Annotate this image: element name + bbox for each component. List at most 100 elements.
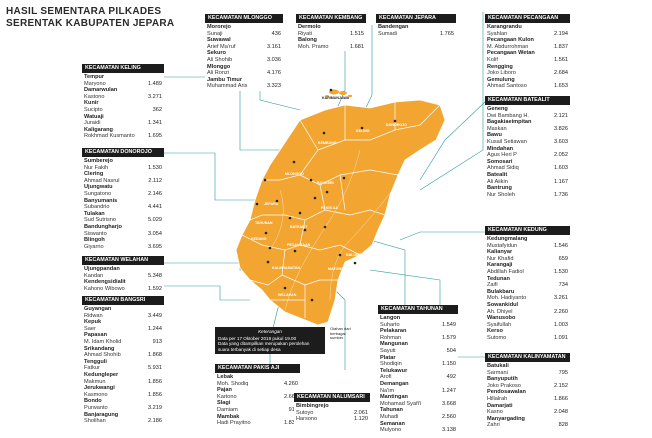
- village-name: Bimbingrejo: [296, 403, 329, 409]
- village-row: Mlonggo Ali Ronzi 4.176: [207, 64, 281, 77]
- vote-count: 734: [558, 282, 568, 289]
- village-info: Banyuputih Joko Prakoso: [487, 376, 521, 389]
- village-name: Banyuputih: [487, 376, 518, 383]
- village-info: Langon Suharto: [380, 315, 400, 328]
- box-rows: Geneng Dwi Bambang H. 2.121 Bagakiaeimpitan…: [485, 105, 570, 199]
- village-dots: [255, 88, 397, 302]
- box-pakisaji: KECAMATAN PAKIS AJI Lebak Moh. Shodiq 4.260…: [215, 364, 300, 428]
- candidate-name: M. Abdurrohman: [487, 43, 529, 50]
- village-info: Lebak Moh. Shodiq: [217, 374, 248, 387]
- label-donorojo: DONOROJO: [386, 123, 407, 127]
- candidate-name: Joko Liboro: [487, 70, 516, 77]
- vote-count: 1.603: [554, 165, 568, 172]
- village-name: Manyargading: [487, 415, 525, 422]
- village-info: Bandungharjo Siswanto: [84, 224, 122, 237]
- candidate-name: Sunaji: [207, 30, 223, 37]
- village-info: Banyumanis Subandrio: [84, 198, 117, 211]
- village-info: Jambu Timur Muhammad Aris: [207, 77, 247, 90]
- village-info: Sowankidul Ah. Dhiyel: [487, 302, 518, 315]
- village-row: Mororejo Sunaji 436: [207, 24, 281, 37]
- box-nalumsari: KECAMATAN NALUMSARI Bimbingrejo Sutoyo 2.06…: [294, 393, 370, 424]
- village-row: Kalianyar Nur Khafid 659: [487, 249, 568, 262]
- vote-count: 2.048: [554, 409, 568, 416]
- village-row: Bondo Purwanto 3.219: [84, 398, 162, 411]
- box-rows: Langon Suharto 1.549 Pelakaran Rohman 1.579 Ma…: [378, 314, 458, 435]
- candidate-name: Giyarno: [84, 243, 104, 250]
- candidate-name: Ahmad Nasrul: [84, 177, 120, 184]
- vote-count: 3.161: [267, 43, 281, 50]
- box-header: KECAMATAN KEDUNG: [485, 226, 570, 235]
- vote-count: 362: [152, 106, 162, 113]
- box-tahunan: KECAMATAN TAHUNAN Langon Suharto 1.549 Pelak…: [378, 305, 458, 435]
- candidate-name: Kusail Setiawan: [487, 138, 527, 145]
- label-pakisaji: PAKIS AJI: [321, 206, 338, 210]
- village-info: Kendengsidialit Kahono Wibowo: [84, 279, 126, 292]
- village-row: Bimbingrejo Sutoyo 2.061: [296, 403, 368, 416]
- village-name: Suwawal: [207, 37, 231, 44]
- village-info: Bagakiaeimpitan Maskan: [487, 119, 531, 132]
- candidate-name: Ah. Dhiyel: [487, 308, 513, 315]
- village-name: Papasan: [84, 332, 108, 339]
- village-name: Tengguli: [84, 358, 107, 365]
- label-kedung: KEDUNG: [251, 237, 267, 241]
- box-header: KECAMATAN KELING: [82, 64, 164, 73]
- village-name: Rengging: [487, 63, 513, 70]
- vote-count: 1.489: [148, 80, 162, 87]
- candidate-name: Nur Sholeh: [487, 191, 515, 198]
- village-name: Pelakaran: [380, 328, 407, 335]
- village-name: Pajan: [217, 387, 232, 394]
- vote-count: 3.668: [442, 400, 456, 407]
- candidate-name: Suharto: [380, 321, 400, 328]
- box-rows: Lebak Moh. Shodiq 4.260 Pajan Kartono 2.661 Sl…: [215, 373, 300, 428]
- village-info: Watuaji Juraidi: [84, 114, 104, 127]
- candidate-name: Siswanto: [84, 230, 107, 237]
- candidate-name: Kastono: [84, 93, 105, 100]
- vote-count: 1.546: [554, 242, 568, 249]
- candidate-name: Muhammad Aris: [207, 83, 248, 90]
- village-info: Demangan Na'im: [380, 381, 409, 394]
- vote-count: 2.186: [148, 418, 162, 425]
- vote-count: 1.247: [442, 387, 456, 394]
- vote-count: 2.194: [554, 30, 568, 37]
- vote-count: 2.260: [554, 308, 568, 315]
- note-line-1: Data per 17 Oktober 2019 pukul 19.00: [218, 335, 297, 341]
- vote-count: 3.054: [148, 230, 162, 237]
- village-row: Somosari Ahmad Sidiq 1.603: [487, 159, 568, 172]
- village-row: Jambu Timur Muhammad Aris 3.323: [207, 77, 281, 90]
- village-row: Pecangaan Wetan Kolif 1.561: [487, 50, 568, 63]
- box-rows: Guyangan Ridwan 3.449 Kepuk Saer 1.244 Papasan…: [82, 305, 164, 426]
- village-row: Bagakiaeimpitan Maskan 3.826: [487, 119, 568, 132]
- village-name: Ujungwatu: [84, 184, 113, 191]
- village-row: Sekuro Ali Shohib 3.036: [207, 50, 281, 63]
- village-row: Papasan M. Idam Kholid 913: [84, 332, 162, 345]
- candidate-name: Moh. Hadiyanto: [487, 295, 527, 302]
- village-info: Mindahan Agus Heri P: [487, 146, 517, 159]
- village-info: Telukawur Arofi: [380, 368, 407, 381]
- village-name: Jambu Timur: [207, 76, 243, 83]
- village-name: Bondo: [84, 398, 102, 405]
- box-donorojo: KECAMATAN DONOROJO Sumberejo Nur Fakih 1.53…: [82, 148, 164, 252]
- candidate-name: Rokhmad Kusmanto: [84, 133, 135, 140]
- village-row: Tedunan Zaifi 734: [487, 276, 568, 289]
- candidate-name: Sholihan: [84, 418, 106, 425]
- box-header: KECAMATAN DONOROJO: [82, 148, 164, 157]
- box-kedung: KECAMATAN KEDUNG Kedungmalang Mustafyidun 1…: [485, 226, 570, 343]
- karimunjawa-islands: [325, 89, 352, 98]
- village-info: Jerukwangi Kasmono: [84, 385, 115, 398]
- village-row: Ujungpandan Kandan 5.348: [84, 266, 162, 279]
- village-row: Banjaragung Sholihan 2.186: [84, 412, 162, 425]
- village-name: Demangan: [380, 380, 409, 387]
- vote-count: 828: [558, 422, 568, 429]
- village-row: Pecangaan Kulon M. Abdurrohman 1.837: [487, 37, 568, 50]
- village-row: Bulakbaru Moh. Hadiyanto 3.261: [487, 289, 568, 302]
- candidate-name: Rohman: [380, 334, 402, 341]
- village-row: Srikandang Ahmad Shohib 1.868: [84, 346, 162, 359]
- box-header: KECAMATAN KEMBANG: [296, 14, 366, 23]
- note-line-2: Data yang ditampilkan merupakan peroleha…: [218, 341, 310, 352]
- candidate-name: Syaifullah: [487, 321, 512, 328]
- map-labels: KARIMUNJAWA DONOROJO KELING KEMBANG MLON…: [251, 96, 407, 297]
- village-info: Bawu Kusail Setiawan: [487, 132, 527, 145]
- village-row: Bandengan Sumadi 1.765: [378, 24, 454, 37]
- village-info: Papasan M. Idam Kholid: [84, 332, 121, 345]
